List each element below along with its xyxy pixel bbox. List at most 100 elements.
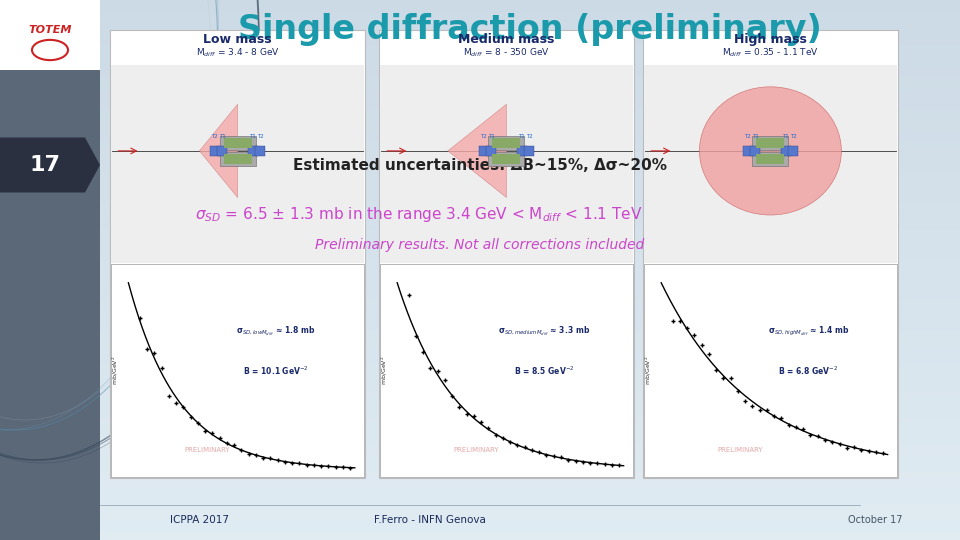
Text: σ$_{SD, medium M_{diff}}$ ≈ 3.3 mb: σ$_{SD, medium M_{diff}}$ ≈ 3.3 mb <box>498 325 590 339</box>
Bar <box>742 146 753 156</box>
Bar <box>0 518 960 524</box>
Text: T2: T2 <box>790 134 797 139</box>
Bar <box>0 259 960 265</box>
Text: ICPPA 2017: ICPPA 2017 <box>171 515 229 525</box>
Text: T1: T1 <box>488 134 494 139</box>
Polygon shape <box>200 104 238 198</box>
Bar <box>0 292 960 297</box>
Bar <box>0 113 960 119</box>
Bar <box>0 351 960 356</box>
Bar <box>788 146 799 156</box>
Bar <box>489 136 524 150</box>
Text: Estimated uncertainties: ΔB~15%, Δσ~20%: Estimated uncertainties: ΔB~15%, Δσ~20% <box>293 158 667 172</box>
Bar <box>0 373 960 378</box>
Bar <box>0 221 960 227</box>
Bar <box>0 481 960 486</box>
Text: mb/GeV$^2$: mb/GeV$^2$ <box>379 355 389 385</box>
Bar <box>0 340 960 346</box>
Bar <box>0 65 960 70</box>
Text: High mass: High mass <box>734 33 806 46</box>
Bar <box>0 394 960 400</box>
Bar <box>644 264 897 477</box>
Bar <box>0 189 960 194</box>
Bar <box>0 308 960 313</box>
Bar <box>0 0 100 540</box>
Bar <box>0 76 960 81</box>
Bar <box>0 27 960 32</box>
Bar <box>0 432 960 437</box>
Bar <box>0 443 960 448</box>
Bar <box>0 454 960 459</box>
Bar <box>0 0 100 70</box>
Text: mb/GeV$^2$: mb/GeV$^2$ <box>110 355 120 385</box>
Bar <box>0 281 960 286</box>
Text: T2: T2 <box>211 134 218 139</box>
Bar <box>0 103 960 108</box>
Bar <box>0 146 960 151</box>
Bar <box>0 49 960 54</box>
Text: M$_{diff}$ = 8 - 350 GeV: M$_{diff}$ = 8 - 350 GeV <box>463 46 550 59</box>
Text: October 17: October 17 <box>848 515 902 525</box>
Text: B = 10.1 GeV$^{-2}$: B = 10.1 GeV$^{-2}$ <box>243 364 308 376</box>
Text: σ$_{SD, high M_{diff}}$ ≈ 1.4 mb: σ$_{SD, high M_{diff}}$ ≈ 1.4 mb <box>768 325 850 338</box>
Bar <box>0 184 960 189</box>
Bar <box>0 81 960 86</box>
Text: M$_{diff}$ = 0.35 - 1.1 TeV: M$_{diff}$ = 0.35 - 1.1 TeV <box>722 46 819 59</box>
Text: Low mass: Low mass <box>204 33 272 46</box>
Bar <box>0 178 960 184</box>
Bar <box>209 146 220 156</box>
Bar <box>111 264 364 477</box>
Bar <box>217 146 228 156</box>
Bar <box>0 38 960 43</box>
Bar <box>111 65 364 263</box>
Bar <box>0 513 960 518</box>
Text: Preliminary results. Not all corrections included: Preliminary results. Not all corrections… <box>316 238 644 252</box>
Bar <box>753 136 788 150</box>
Text: B = 6.8 GeV$^{-2}$: B = 6.8 GeV$^{-2}$ <box>779 364 839 376</box>
Bar <box>0 265 960 270</box>
Bar <box>492 154 520 164</box>
Bar <box>0 313 960 319</box>
Bar <box>0 238 960 243</box>
Bar <box>0 464 960 470</box>
Bar <box>0 70 960 76</box>
Bar <box>643 30 898 478</box>
Bar <box>248 146 258 156</box>
Bar <box>0 270 960 275</box>
Bar <box>0 297 960 302</box>
Text: M$_{diff}$ = 3.4 - 8 GeV: M$_{diff}$ = 3.4 - 8 GeV <box>196 46 279 59</box>
Text: PRELIMINARY: PRELIMINARY <box>453 447 498 453</box>
Bar <box>0 497 960 502</box>
Bar <box>0 383 960 389</box>
Bar <box>0 43 960 49</box>
Text: T1: T1 <box>250 134 256 139</box>
Bar <box>0 108 960 113</box>
Bar <box>0 173 960 178</box>
Bar <box>255 146 266 156</box>
Bar <box>0 254 960 259</box>
Bar <box>0 167 960 173</box>
Bar <box>220 136 255 150</box>
Bar <box>489 152 524 166</box>
Text: T1: T1 <box>518 134 525 139</box>
Text: T2: T2 <box>526 134 533 139</box>
Bar <box>110 30 365 478</box>
Bar <box>0 286 960 292</box>
Bar <box>380 264 633 477</box>
Bar <box>0 162 960 167</box>
Bar <box>0 405 960 410</box>
Bar <box>0 319 960 324</box>
Bar <box>0 130 960 135</box>
Text: T1: T1 <box>782 134 789 139</box>
Bar <box>0 200 960 205</box>
Text: T2: T2 <box>480 134 487 139</box>
Bar <box>0 216 960 221</box>
Bar <box>0 470 960 475</box>
Text: Medium mass: Medium mass <box>458 33 555 46</box>
Bar <box>0 205 960 211</box>
Text: Single diffraction (preliminary): Single diffraction (preliminary) <box>238 14 822 46</box>
Ellipse shape <box>700 87 841 215</box>
Bar <box>0 346 960 351</box>
Bar <box>0 410 960 416</box>
Bar <box>0 135 960 140</box>
